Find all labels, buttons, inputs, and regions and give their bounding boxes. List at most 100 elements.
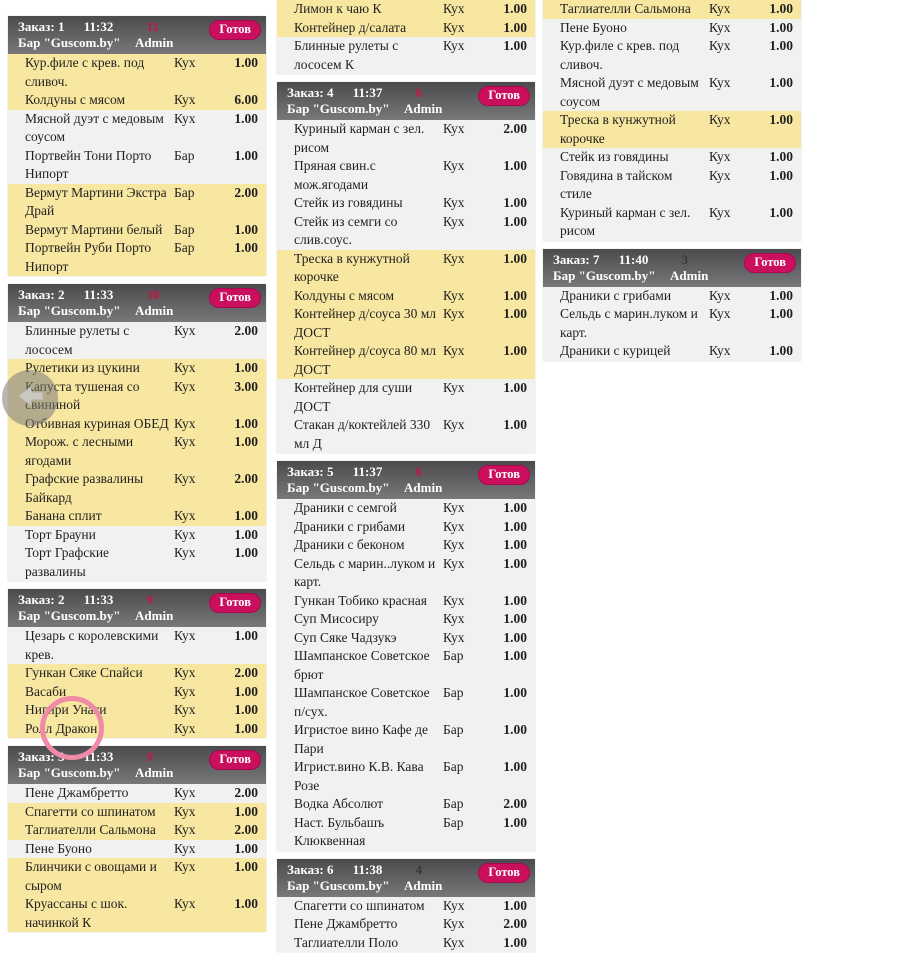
ready-button[interactable]: Готов xyxy=(209,288,261,308)
order-item-row[interactable]: Морож. с лесными ягодами Кух 1.00 xyxy=(8,433,266,470)
order-item-row[interactable]: Блинные рулеты с лососем Кух 2.00 xyxy=(8,322,266,359)
order-number-label: Заказ: 5 xyxy=(287,464,334,479)
order-item-row[interactable]: Колдуны с мясом Кух 6.00 xyxy=(8,91,266,110)
order-item-row[interactable]: Пене Буоно Кух 1.00 xyxy=(543,18,801,37)
ready-button[interactable]: Готов xyxy=(478,465,530,485)
order-item-row[interactable]: Таглиателли Сальмона Кух 1.00 xyxy=(543,0,801,19)
venue-label: Бар "Guscom.by" xyxy=(18,303,121,318)
item-qty: 1.00 xyxy=(234,240,258,255)
order-item-row[interactable]: Таглиателли Сальмона Кух 2.00 xyxy=(8,821,266,840)
order-item-row[interactable]: Куриный карман с зел. рисом Кух 1.00 xyxy=(543,203,801,241)
order-item-row[interactable]: Драники с беконом Кух 1.00 xyxy=(277,536,535,555)
ready-button[interactable]: Готов xyxy=(209,750,261,770)
order-item-row[interactable]: Контейнер для суши ДОСТ Кух 1.00 xyxy=(277,379,535,416)
order-item-row[interactable]: Водка Абсолют Бар 2.00 xyxy=(277,795,535,814)
order-item-row[interactable]: Портвейн Тони Порто Нипорт Бар 1.00 xyxy=(8,146,266,184)
order-item-row[interactable]: Треска в кунжутной корочке Кух 1.00 xyxy=(543,111,801,148)
order-item-row[interactable]: Суп Сяке Чадзукэ Кух 1.00 xyxy=(277,628,535,647)
item-name: Сельдь с марин..луком и карт. xyxy=(294,555,436,590)
order-item-row[interactable]: Графские развалины Байкард Кух 2.00 xyxy=(8,470,266,507)
order-item-row[interactable]: Куриный карман с зел. рисом Кух 2.00 xyxy=(277,120,535,157)
ready-button[interactable]: Готов xyxy=(478,86,530,106)
next-page-arrow-button[interactable] xyxy=(40,696,104,760)
order-item-row[interactable]: Гункан Тобико красная Кух 1.00 xyxy=(277,591,535,610)
order-item-row[interactable]: Пряная свин.с мож.ягодами Кух 1.00 xyxy=(277,157,535,194)
order-item-row[interactable]: Спагетти со шпинатом Кух 1.00 xyxy=(8,802,266,821)
order-item-row[interactable]: Пене Буоно Кух 1.00 xyxy=(8,839,266,858)
item-name: Портвейн Тони Порто Нипорт xyxy=(25,147,152,182)
order-item-row[interactable]: Драники с семгой Кух 1.00 xyxy=(277,499,535,518)
order-item-row[interactable]: Игристое вино Кафе де Пари Бар 1.00 xyxy=(277,721,535,758)
item-qty: 1.00 xyxy=(503,250,527,266)
order-item-row[interactable]: Мясной дуэт с медовым соусом Кух 1.00 xyxy=(8,109,266,147)
order-item-row[interactable]: Торт Графские развалины Кух 1.00 xyxy=(8,544,266,581)
ready-button[interactable]: Готов xyxy=(209,20,261,40)
ready-button[interactable]: Готов xyxy=(744,252,796,273)
order-number-label: Заказ: 2 xyxy=(18,287,65,302)
order-item-row[interactable]: Шампанское Советское п/сух. Бар 1.00 xyxy=(277,684,535,721)
order-item-row[interactable]: Говядина в тайском стиле Кух 1.00 xyxy=(543,166,801,204)
order-item-row[interactable]: Рулетики из цукини Кух 1.00 xyxy=(8,359,266,378)
item-name: Морож. с лесными ягодами xyxy=(25,434,134,468)
ready-button[interactable]: Готов xyxy=(478,862,530,883)
order-card: Заказ: 1 11:32 11 Готов Бар "Guscom.by" … xyxy=(8,16,266,276)
item-qty: 6.00 xyxy=(234,92,258,107)
order-item-row[interactable]: Блинные рулеты с лососем К Кух 1.00 xyxy=(277,37,535,74)
item-name: Суп Сяке Чадзукэ xyxy=(294,629,397,645)
venue-label: Бар "Guscom.by" xyxy=(18,35,121,50)
order-item-row[interactable]: Наст. Бульбашъ Клюквенная Бар 1.00 xyxy=(277,813,535,851)
order-item-row[interactable]: Спагетти со шпинатом Кух 1.00 xyxy=(277,896,535,915)
order-item-row[interactable]: Сельдь с марин..луком и карт. Кух 1.00 xyxy=(277,554,535,592)
order-item-row[interactable]: Драники с грибами Кух 1.00 xyxy=(277,517,535,536)
order-item-row[interactable]: Кур.филе с крев. под сливоч. Кух 1.00 xyxy=(543,37,801,74)
item-station: Кух xyxy=(709,112,731,127)
item-name: Банана сплит xyxy=(25,508,102,523)
item-qty: 1.00 xyxy=(769,204,793,220)
item-name: Пене Джамбретто xyxy=(25,785,129,800)
order-item-row[interactable]: Игрист.вино К.В. Кава Розе Бар 1.00 xyxy=(277,758,535,795)
order-item-row[interactable]: Стейк из семги со слив.соус. Кух 1.00 xyxy=(277,212,535,250)
order-item-row[interactable]: Васаби Кух 1.00 xyxy=(8,682,266,701)
order-item-row[interactable]: Блинчики с овощами и сыром Кух 1.00 xyxy=(8,858,266,895)
order-item-row[interactable]: Отбивная куриная ОБЕД Кух 1.00 xyxy=(8,414,266,433)
order-item-row[interactable]: Вермут Мартини Экстра Драй Бар 2.00 xyxy=(8,183,266,221)
order-item-row[interactable]: Контейнер д/соуса 30 мл ДОСТ Кух 1.00 xyxy=(277,305,535,342)
item-qty: 1.00 xyxy=(234,221,258,237)
order-item-row[interactable]: Круассаны с шок. начинкой К Кух 1.00 xyxy=(8,895,266,932)
item-qty: 1.00 xyxy=(503,934,527,950)
order-item-row[interactable]: Кур.филе с крев. под сливоч. Кух 1.00 xyxy=(8,54,266,91)
order-item-row[interactable]: Гункан Сяке Спайси Кух 2.00 xyxy=(8,664,266,683)
order-item-row[interactable]: Пене Джамбретто Кух 2.00 xyxy=(8,784,266,803)
order-item-row[interactable]: Контейнер д/соуса 80 мл ДОСТ Кух 1.00 xyxy=(277,342,535,379)
order-item-row[interactable]: Шампанское Советское брют Бар 1.00 xyxy=(277,647,535,684)
item-station: Кух xyxy=(174,508,196,523)
order-item-row[interactable]: Торт Брауни Кух 1.00 xyxy=(8,525,266,544)
order-item-row[interactable]: Контейнер д/салата Кух 1.00 xyxy=(277,18,535,37)
order-item-row[interactable]: Цезарь с королевскими крев. Кух 1.00 xyxy=(8,627,266,664)
order-item-row[interactable]: Банана сплит Кух 1.00 xyxy=(8,507,266,526)
item-name: Спагетти со шпинатом xyxy=(294,897,425,913)
order-item-row[interactable]: Таглиателли Поло Кух 1.00 xyxy=(277,933,535,952)
item-name: Графские развалины Байкард xyxy=(25,471,144,505)
order-item-row[interactable]: Стакан д/коктейлей 330 мл Д Кух 1.00 xyxy=(277,416,535,453)
order-item-row[interactable]: Стейк из говядины Кух 1.00 xyxy=(277,194,535,213)
order-item-row[interactable]: Мясной дуэт с медовым соусом Кух 1.00 xyxy=(543,74,801,111)
order-item-row[interactable]: Драники с курицей Кух 1.00 xyxy=(543,342,801,361)
item-qty: 2.00 xyxy=(234,785,258,800)
order-item-row[interactable]: Колдуны с мясом Кух 1.00 xyxy=(277,286,535,305)
previous-page-arrow-button[interactable] xyxy=(2,370,58,426)
item-qty: 1.00 xyxy=(234,803,258,819)
order-item-row[interactable]: Лимон к чаю К Кух 1.00 xyxy=(277,0,535,19)
order-item-row[interactable]: Сельдь с марин.луком и карт. Кух 1.00 xyxy=(543,305,801,342)
order-item-row[interactable]: Портвейн Руби Порто Нипорт Бар 1.00 xyxy=(8,239,266,276)
order-item-row[interactable]: Треска в кунжутной корочке Кух 1.00 xyxy=(277,249,535,287)
order-item-row[interactable]: Стейк из говядины Кух 1.00 xyxy=(543,148,801,167)
item-qty: 2.00 xyxy=(234,323,258,338)
order-item-row[interactable]: Суп Мисосиру Кух 1.00 xyxy=(277,610,535,629)
order-item-row[interactable]: Драники с грибами Кух 1.00 xyxy=(543,286,801,305)
order-item-row[interactable]: Вермут Мартини белый Бар 1.00 xyxy=(8,220,266,239)
ready-button[interactable]: Готов xyxy=(209,593,261,613)
item-name: Блинчики с овощами и сыром xyxy=(25,859,157,893)
order-item-row[interactable]: Пене Джамбретто Кух 2.00 xyxy=(277,915,535,934)
item-name: Пене Буоно xyxy=(560,19,627,35)
